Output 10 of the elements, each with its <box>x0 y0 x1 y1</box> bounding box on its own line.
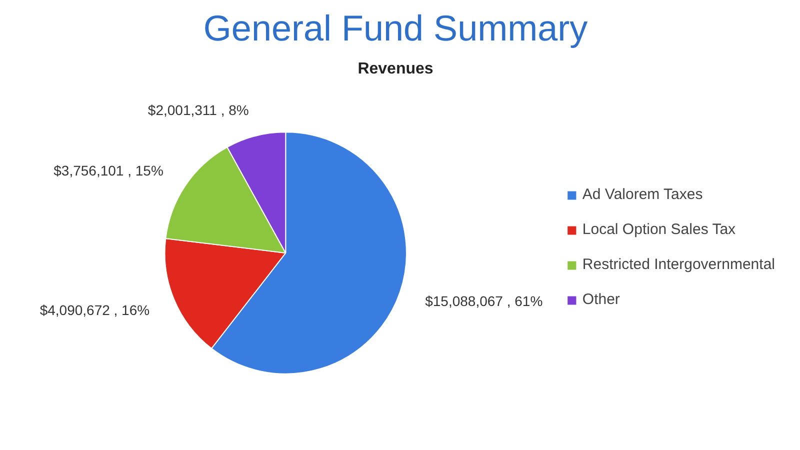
legend-label: Ad Valorem Taxes <box>582 186 703 203</box>
chart-subtitle: Revenues <box>358 60 434 78</box>
legend-label: Local Option Sales Tax <box>582 221 736 238</box>
data-label: $4,090,672 , 16% <box>40 302 150 318</box>
data-label: $3,756,101 , 15% <box>54 162 164 178</box>
legend-label: Other <box>582 291 620 308</box>
legend-label: Restricted Intergovernmental <box>582 256 775 273</box>
data-label: $2,001,311 , 8% <box>148 102 249 118</box>
chart-title: General Fund Summary <box>203 8 588 48</box>
data-label: $15,088,067 , 61% <box>425 292 543 309</box>
